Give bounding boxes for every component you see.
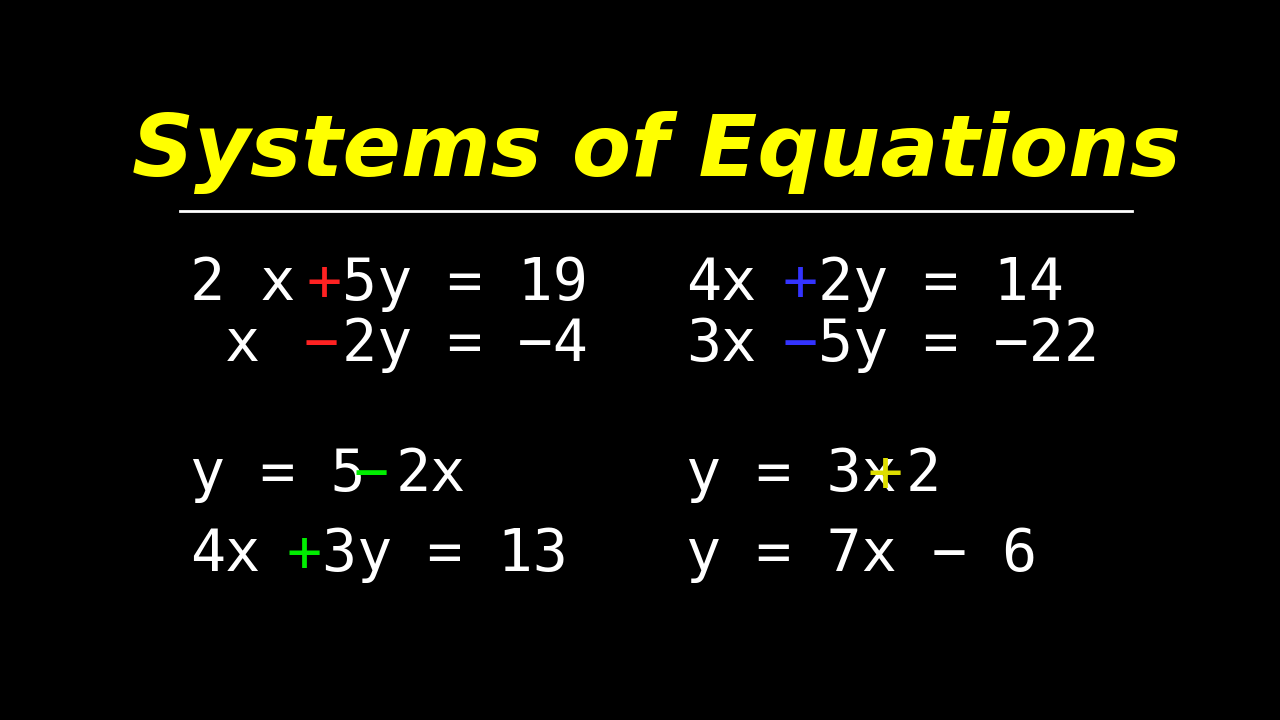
Text: +: + bbox=[783, 255, 818, 312]
Text: −: − bbox=[783, 315, 818, 373]
Text: +: + bbox=[307, 255, 342, 312]
Text: −: − bbox=[353, 446, 389, 503]
Text: 2y = 14: 2y = 14 bbox=[818, 255, 1064, 312]
Text: 5y = 19: 5y = 19 bbox=[342, 255, 588, 312]
Text: 4x: 4x bbox=[189, 526, 260, 583]
Text: 5y = −22: 5y = −22 bbox=[818, 315, 1098, 373]
Text: 3y = 13: 3y = 13 bbox=[321, 526, 567, 583]
Text: 2x: 2x bbox=[396, 446, 466, 503]
Text: Systems of Equations: Systems of Equations bbox=[132, 112, 1180, 194]
Text: x: x bbox=[224, 315, 260, 373]
Text: 3x: 3x bbox=[686, 315, 756, 373]
Text: 2y = −4: 2y = −4 bbox=[342, 315, 588, 373]
Text: y = 5: y = 5 bbox=[189, 446, 365, 503]
Text: −: − bbox=[303, 315, 339, 373]
Text: +: + bbox=[287, 526, 323, 583]
Text: 4x: 4x bbox=[686, 255, 756, 312]
Text: +: + bbox=[868, 446, 902, 503]
Text: 2 x: 2 x bbox=[189, 255, 296, 312]
Text: y = 3x: y = 3x bbox=[686, 446, 896, 503]
Text: y = 7x − 6: y = 7x − 6 bbox=[686, 526, 1037, 583]
Text: 2: 2 bbox=[906, 446, 941, 503]
